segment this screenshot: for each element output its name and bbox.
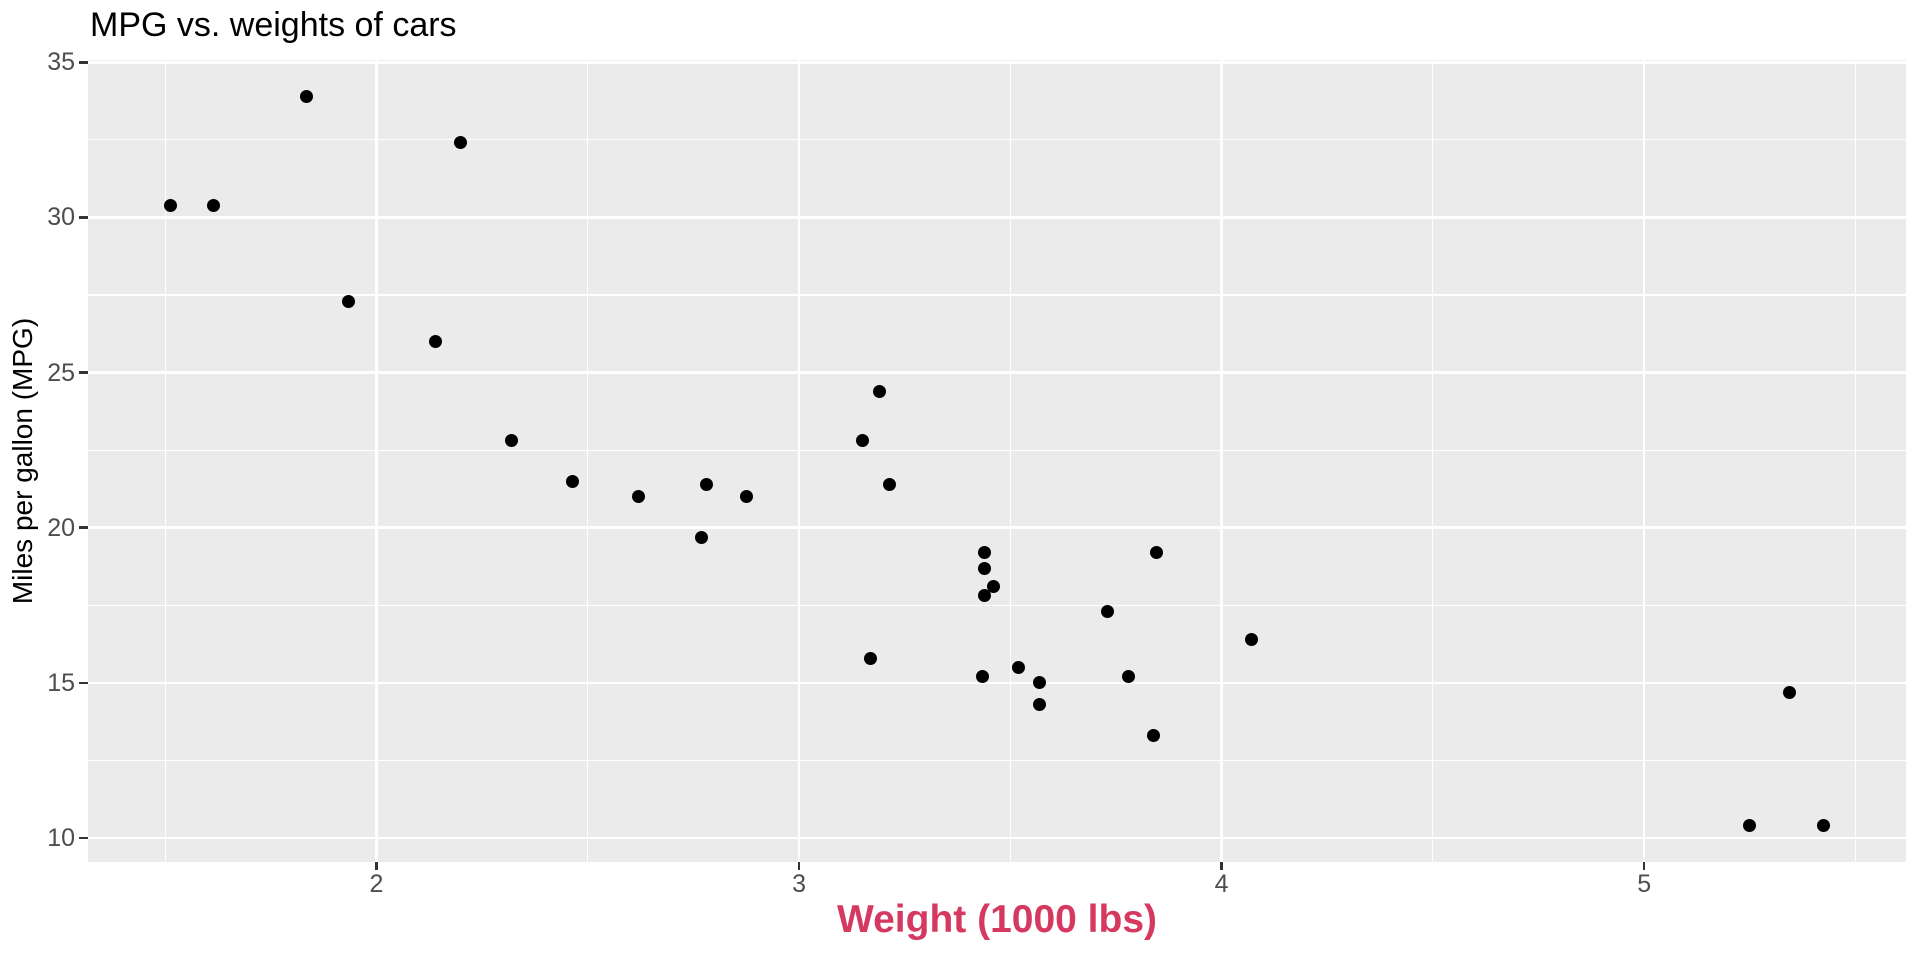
data-point	[164, 198, 178, 212]
data-point	[978, 589, 992, 603]
y-tick-mark	[79, 61, 88, 64]
data-point	[1033, 676, 1047, 690]
y-gridline-minor	[88, 604, 1906, 606]
data-point	[699, 477, 713, 491]
x-tick-label: 4	[1214, 870, 1229, 898]
data-point	[342, 294, 356, 308]
data-point	[1033, 698, 1047, 712]
y-gridline-major	[88, 526, 1906, 529]
data-point	[1743, 819, 1757, 833]
y-tick-label: 15	[47, 668, 75, 697]
y-gridline-major	[88, 61, 1906, 64]
data-point	[978, 561, 992, 575]
x-axis-title: Weight (1000 lbs)	[836, 898, 1158, 941]
data-point	[855, 434, 869, 448]
x-tick-mark	[1642, 862, 1646, 870]
data-point	[986, 580, 1000, 594]
y-gridline-minor	[88, 139, 1906, 141]
x-gridline-minor	[1009, 60, 1011, 862]
data-point	[864, 651, 878, 665]
data-point	[207, 198, 221, 212]
y-gridline-major	[88, 681, 1906, 685]
y-tick-mark	[79, 526, 88, 529]
y-gridline-major	[88, 836, 1906, 840]
x-tick-label: 2	[369, 870, 384, 898]
data-point	[976, 670, 990, 684]
data-point	[1149, 546, 1163, 560]
y-gridline-minor	[88, 294, 1906, 296]
data-point	[1147, 729, 1161, 743]
y-tick-label: 35	[47, 48, 75, 77]
y-tick-label: 30	[47, 203, 75, 232]
x-tick-mark	[375, 862, 378, 870]
y-gridline-major	[88, 216, 1906, 219]
y-tick-mark	[79, 836, 88, 840]
x-gridline-major	[1642, 60, 1646, 862]
x-gridline-major	[375, 60, 378, 862]
y-gridline-major	[88, 371, 1906, 374]
data-point	[566, 474, 580, 488]
data-point	[454, 136, 468, 150]
y-tick-label: 10	[47, 823, 75, 852]
data-point	[1244, 632, 1258, 646]
chart-title: MPG vs. weights of cars	[90, 6, 457, 44]
x-gridline-minor	[587, 60, 589, 862]
data-point	[1012, 660, 1026, 674]
x-tick-mark	[1220, 862, 1223, 870]
x-gridline-minor	[1432, 60, 1434, 862]
data-point	[429, 335, 443, 349]
x-gridline-minor	[164, 60, 166, 862]
y-gridline-minor	[88, 449, 1906, 451]
y-gridline-minor	[88, 759, 1906, 761]
x-gridline-major	[797, 60, 801, 862]
data-point	[872, 384, 886, 398]
x-gridline-major	[1220, 60, 1223, 862]
y-tick-mark	[79, 371, 88, 374]
x-tick-mark	[797, 862, 801, 870]
data-point	[505, 434, 519, 448]
data-point	[883, 477, 897, 491]
data-point	[631, 490, 645, 504]
x-tick-label: 5	[1637, 870, 1652, 898]
data-point	[739, 490, 753, 504]
y-tick-label: 25	[47, 358, 75, 387]
y-tick-mark	[79, 216, 88, 219]
data-point	[978, 546, 992, 560]
y-tick-mark	[79, 681, 88, 685]
plot-panel	[88, 60, 1906, 862]
data-point	[1122, 670, 1136, 684]
y-tick-label: 20	[47, 513, 75, 542]
data-point	[695, 530, 709, 544]
x-gridline-minor	[1854, 60, 1857, 862]
data-point	[1816, 819, 1830, 833]
data-point	[1101, 604, 1114, 618]
data-point	[300, 89, 314, 103]
x-tick-label: 3	[792, 870, 806, 898]
data-point	[1783, 685, 1797, 699]
